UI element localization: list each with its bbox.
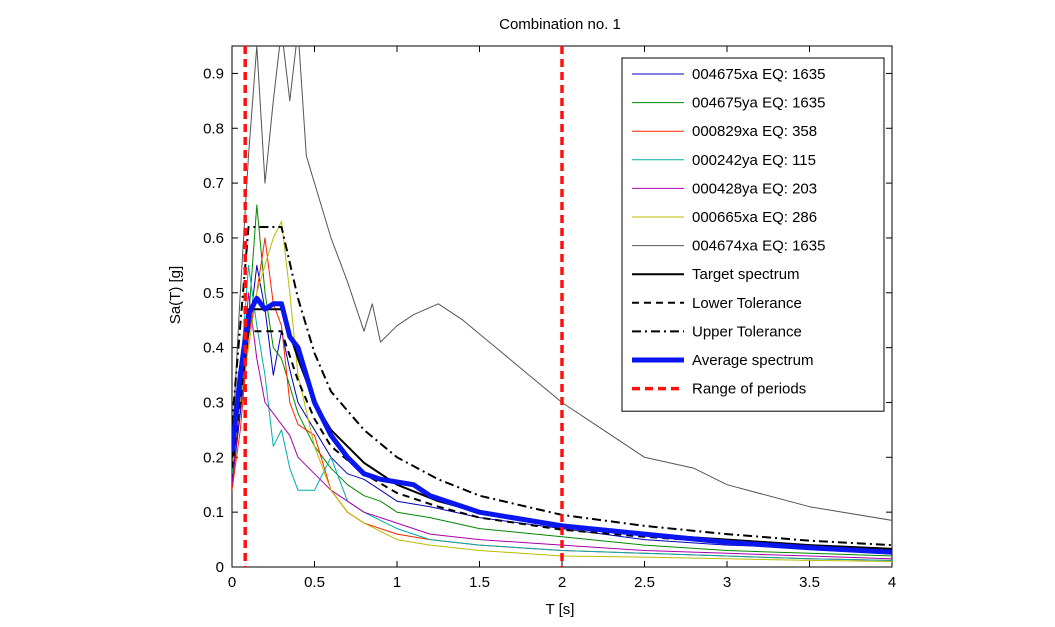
y-tick-label: 0.7	[203, 175, 224, 192]
y-tick-label: 0.9	[203, 65, 224, 82]
series-line	[232, 264, 892, 561]
legend-label: 000665xa EQ: 286	[692, 209, 817, 226]
x-tick-label: 2	[558, 574, 566, 591]
y-tick-label: 0.3	[203, 394, 224, 411]
chart-title: Combination no. 1	[499, 16, 621, 33]
y-tick-label: 0.6	[203, 230, 224, 247]
y-tick-label: 0.5	[203, 285, 224, 302]
y-axis-title: Sa(T) [g]	[167, 266, 184, 324]
legend: 004675xa EQ: 1635 004675ya EQ: 1635 000829…	[621, 57, 885, 412]
x-tick-label: 0.5	[304, 574, 325, 591]
y-tick-label: 0.4	[203, 340, 224, 357]
legend-label: 000242ya EQ: 115	[692, 152, 816, 169]
legend-label: 004675ya EQ: 1635	[692, 95, 825, 112]
y-tick-label: 0.2	[203, 449, 224, 466]
x-tick-label: 4	[888, 574, 896, 591]
legend-label: 000829xa EQ: 358	[692, 123, 817, 140]
legend-label: 000428ya EQ: 203	[692, 180, 817, 197]
legend-label: 004675xa EQ: 1635	[692, 66, 825, 83]
y-tick-label: 0.8	[203, 120, 224, 137]
series-group	[232, 46, 892, 567]
legend-box	[621, 57, 885, 412]
x-tick-label: 1	[393, 574, 401, 591]
legend-label: 004674xa EQ: 1635	[692, 238, 825, 255]
legend-label: Average spectrum	[692, 352, 813, 369]
legend-label: Range of periods	[692, 381, 806, 398]
x-tick-label: 2.5	[634, 574, 655, 591]
legend-label: Upper Tolerance	[692, 323, 802, 340]
series-line	[232, 46, 892, 521]
legend-label: Target spectrum	[692, 266, 800, 283]
series-line	[232, 221, 892, 562]
y-tick-label: 0.1	[203, 504, 224, 521]
series-line	[232, 226, 892, 547]
series-line	[232, 204, 892, 557]
y-tick-label: 0	[216, 559, 224, 576]
legend-label: Lower Tolerance	[692, 295, 802, 312]
x-tick-label: 0	[228, 574, 236, 591]
x-axis-title: T [s]	[546, 601, 575, 618]
x-tick-label: 3.5	[799, 574, 820, 591]
x-tick-label: 3	[723, 574, 731, 591]
series-line	[232, 295, 892, 555]
x-tick-label: 1.5	[469, 574, 490, 591]
